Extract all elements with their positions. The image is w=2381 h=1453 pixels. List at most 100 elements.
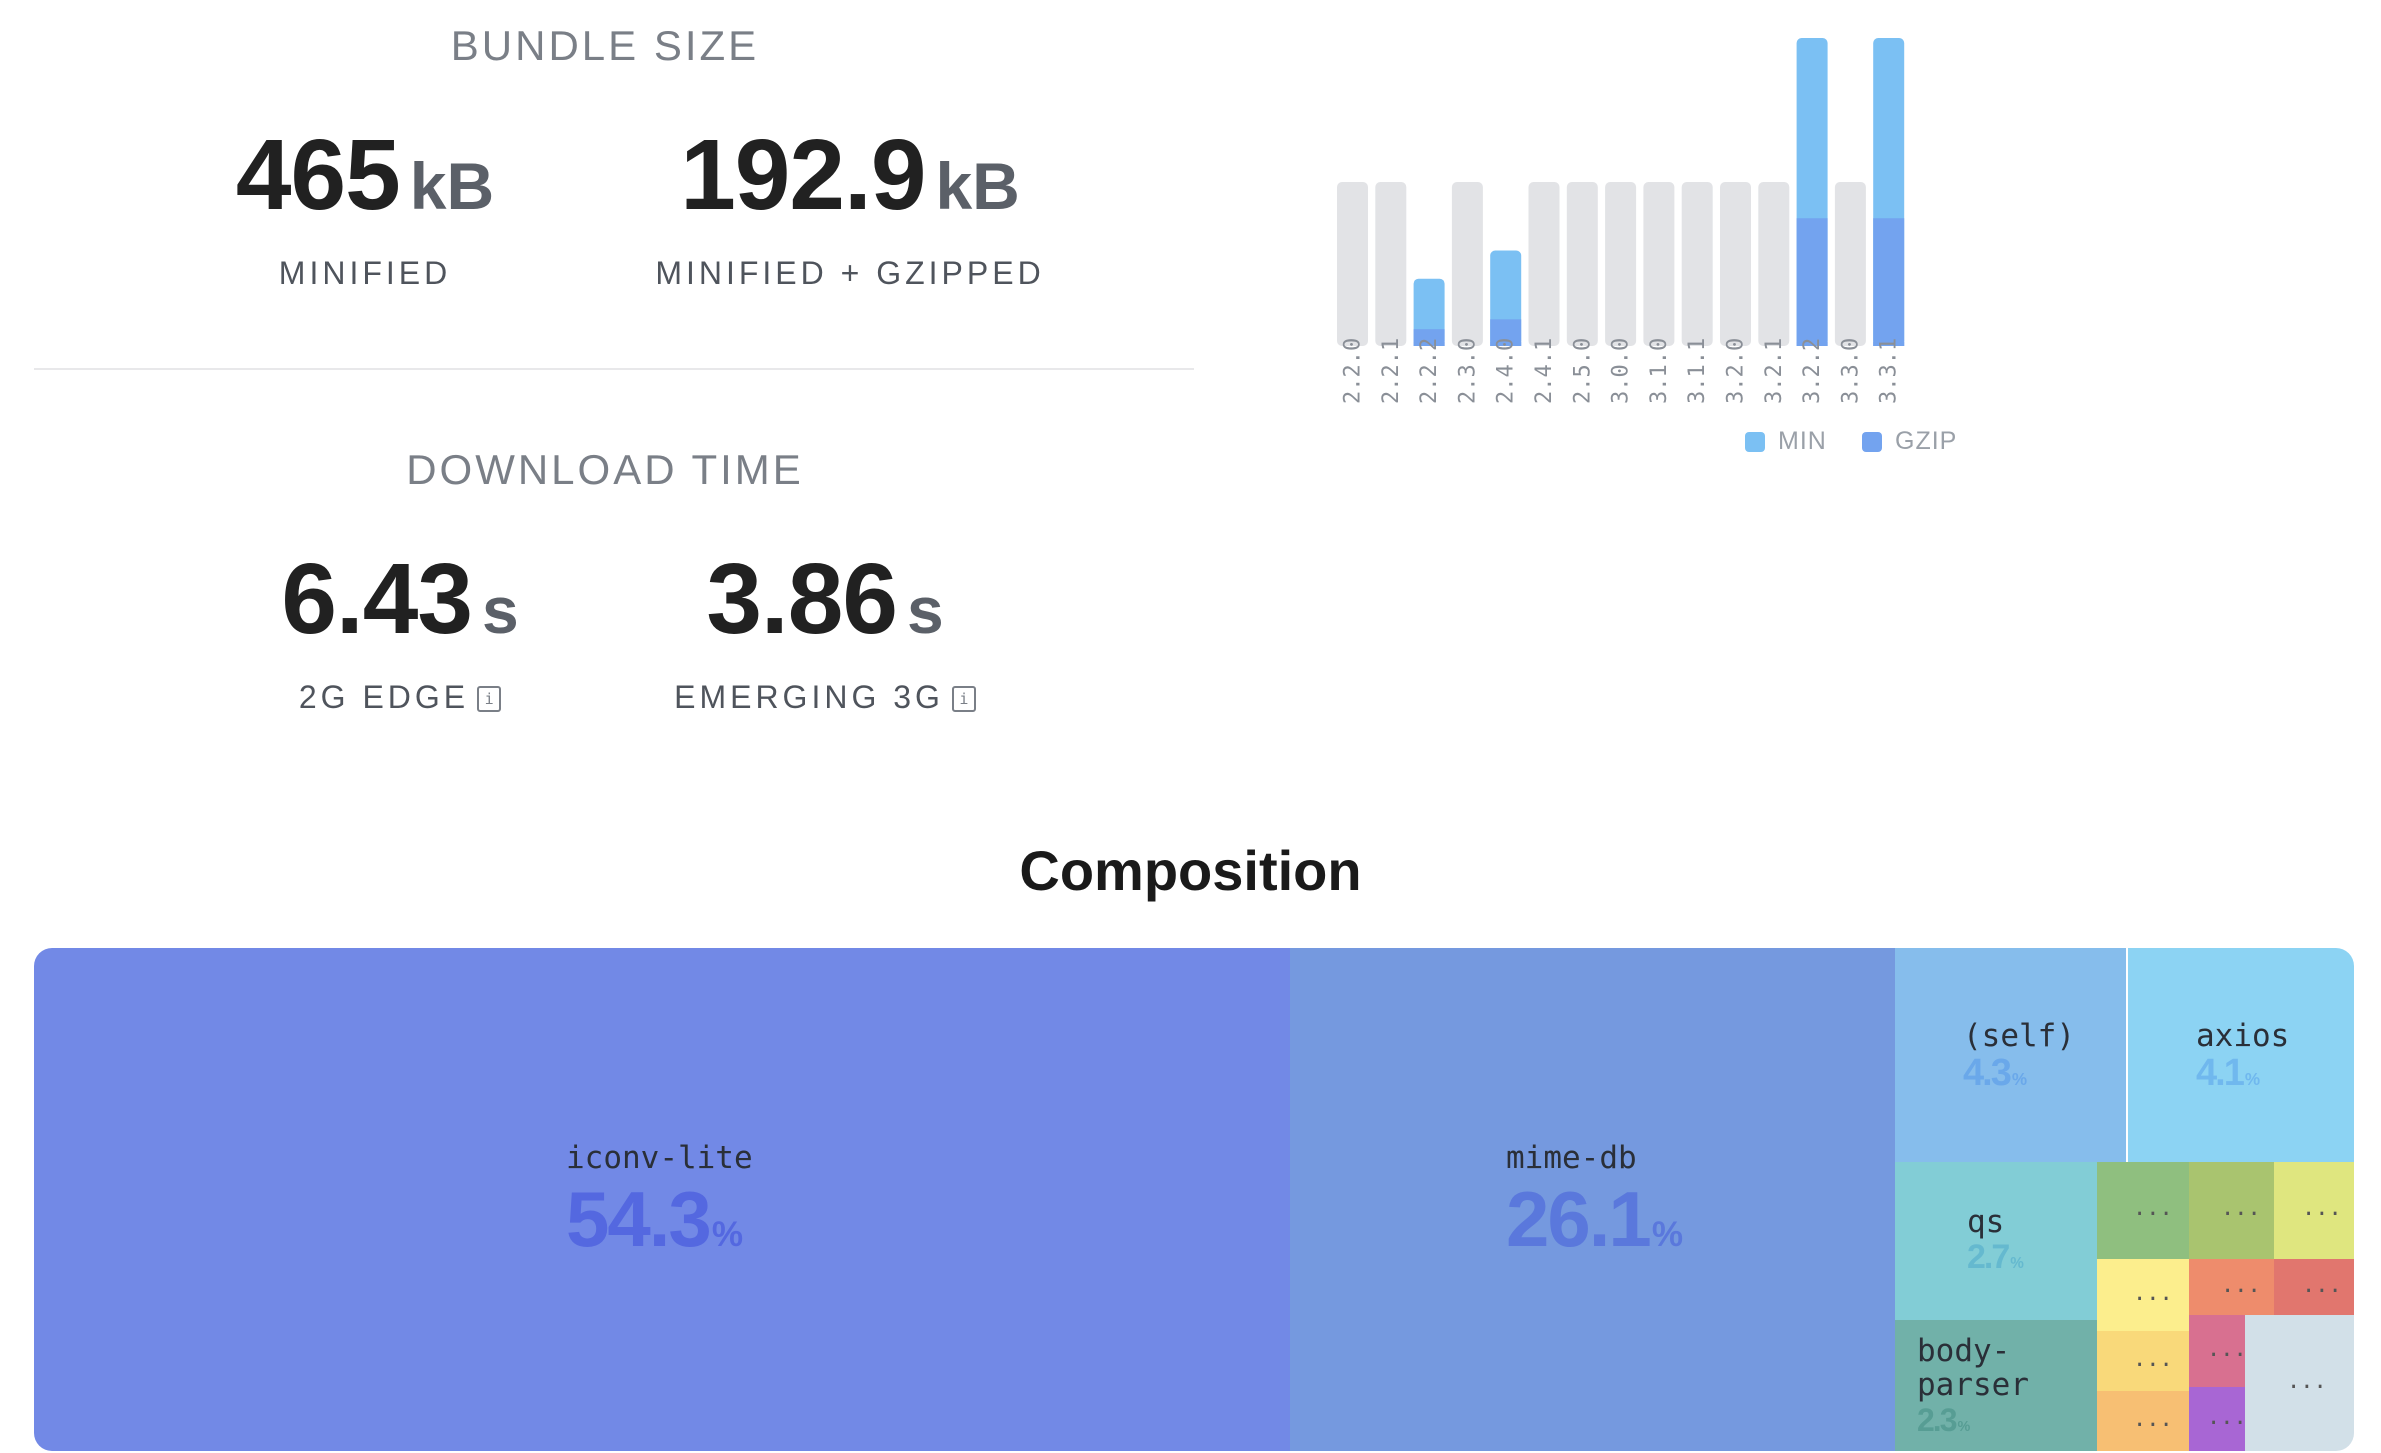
- bar-unavailable: [1643, 182, 1675, 346]
- emerging3g-value: 3.86: [706, 543, 898, 655]
- gzipped-label: MINIFIED + GZIPPED: [655, 255, 1045, 291]
- treemap-cell-body-parser[interactable]: body- parser 2.3%: [1895, 1320, 2097, 1451]
- minified-stat: 465 kB MINIFIED: [200, 118, 530, 292]
- treemap-cell-name: iconv-lite: [566, 1140, 753, 1176]
- composition-title: Composition: [1019, 839, 1362, 902]
- x-tick-label: 3.0.0: [1609, 338, 1634, 404]
- bar-gzip-base: [1873, 342, 1905, 346]
- version-size-chart: 2.2.0 2.2.1 2.2.2 2.3.0 2.4.0 2.4.1 2.5.0 3.0.0…: [1337, 38, 1957, 455]
- treemap-cell-small[interactable]: ...: [2189, 1162, 2274, 1259]
- treemap-cell-ellipsis: ...: [2302, 1273, 2342, 1298]
- composition-treemap: iconv-lite 54.3% mime-db 26.1% (self) 4.…: [34, 948, 2354, 1451]
- info-icon[interactable]: i: [477, 686, 502, 712]
- bar-unavailable: [1605, 182, 1637, 346]
- legend-swatch-gzip: [1862, 432, 1882, 452]
- treemap-cell-ellipsis: ...: [2133, 1196, 2173, 1221]
- treemap-cell-ellipsis: ...: [2133, 1347, 2173, 1372]
- x-tick-label: 3.2.1: [1762, 338, 1787, 404]
- treemap-cell-small[interactable]: ...: [2274, 1259, 2354, 1315]
- treemap-cell-small[interactable]: ...: [2097, 1391, 2189, 1451]
- treemap-cell-self[interactable]: (self) 4.3%: [1895, 948, 2128, 1162]
- treemap-cell-name: qs: [1967, 1204, 2005, 1240]
- treemap-cell-small[interactable]: ...: [2189, 1259, 2274, 1315]
- treemap-cell-ellipsis: ...: [2207, 1337, 2247, 1362]
- treemap-cell-iconv-lite[interactable]: iconv-lite 54.3%: [34, 948, 1290, 1451]
- bar-gzip-base: [1413, 342, 1445, 346]
- x-tick-label: 2.4.0: [1494, 338, 1519, 404]
- treemap-cell-small[interactable]: ...: [2097, 1162, 2189, 1259]
- bar-unavailable: [1834, 182, 1866, 346]
- info-icon[interactable]: i: [951, 686, 976, 712]
- x-tick-label: 3.3.1: [1877, 338, 1902, 404]
- x-tick-label: 2.5.0: [1570, 338, 1595, 404]
- treemap-cell-mime-db[interactable]: mime-db 26.1%: [1290, 948, 1895, 1451]
- bar-gzip-base: [1490, 342, 1522, 346]
- treemap-cell-ellipsis: ...: [2287, 1369, 2327, 1394]
- edge-unit: s: [481, 573, 519, 647]
- treemap-cell-small[interactable]: ...: [2245, 1315, 2354, 1451]
- bundle-size-title: BUNDLE SIZE: [450, 22, 760, 69]
- bar-gzip: [1413, 329, 1445, 346]
- treemap-cell-small[interactable]: ...: [2097, 1259, 2189, 1331]
- edge-value: 6.43: [281, 543, 473, 655]
- edge-label-row: 2G EDGE i: [240, 679, 560, 716]
- treemap-cell-ellipsis: ...: [2221, 1196, 2261, 1221]
- bar-unavailable: [1451, 182, 1483, 346]
- bar-gzip-base: [1796, 342, 1828, 346]
- treemap-cell-name: (self): [1963, 1018, 2075, 1054]
- bar-unavailable: [1566, 182, 1598, 346]
- download-time-title: DOWNLOAD TIME: [406, 446, 804, 493]
- gzipped-value: 192.9: [680, 119, 926, 231]
- edge-stat: 6.43 s 2G EDGE i: [240, 542, 560, 716]
- minified-label: MINIFIED: [278, 255, 452, 291]
- treemap-cell-ellipsis: ...: [2133, 1281, 2173, 1306]
- treemap-cell-percent: 4.3: [1963, 1052, 2012, 1094]
- emerging3g-label: EMERGING 3G: [674, 679, 944, 715]
- bar-gzip: [1490, 319, 1522, 346]
- x-tick-label: 2.2.2: [1417, 338, 1442, 404]
- section-divider: [34, 368, 1194, 370]
- bar-gzip: [1796, 218, 1828, 346]
- treemap-cell-ellipsis: ...: [2133, 1407, 2173, 1432]
- x-tick-label: 2.2.0: [1341, 338, 1366, 404]
- x-tick-label: 3.1.0: [1647, 338, 1672, 404]
- minified-value: 465: [235, 119, 401, 231]
- treemap-cell-ellipsis: ...: [2207, 1405, 2247, 1430]
- treemap-cell-percent: 54.3: [566, 1175, 712, 1263]
- bar-unavailable: [1720, 182, 1751, 346]
- emerging3g-label-row: EMERGING 3G i: [660, 679, 990, 716]
- emerging3g-stat: 3.86 s EMERGING 3G i: [660, 542, 990, 716]
- treemap-cell-small[interactable]: ...: [2189, 1315, 2247, 1387]
- x-tick-label: 3.1.1: [1685, 338, 1710, 404]
- treemap-cell-small[interactable]: ...: [2274, 1162, 2354, 1259]
- treemap-cell-axios[interactable]: axios 4.1%: [2128, 948, 2354, 1162]
- x-tick-label: 3.2.0: [1724, 338, 1749, 404]
- treemap-cell-ellipsis: ...: [2221, 1273, 2261, 1298]
- treemap-cell-ellipsis: ...: [2302, 1196, 2342, 1221]
- treemap-cell-percent: 26.1: [1506, 1175, 1652, 1263]
- x-tick-label: 3.3.0: [1838, 338, 1863, 404]
- bar-unavailable: [1375, 182, 1407, 346]
- treemap-cell-name: body- parser: [1917, 1333, 2029, 1403]
- treemap-cell-name: axios: [2196, 1018, 2290, 1054]
- legend-swatch-min: [1745, 432, 1765, 452]
- edge-label: 2G EDGE: [298, 679, 470, 715]
- treemap-cell-qs[interactable]: qs 2.7%: [1895, 1162, 2097, 1320]
- bar-gzip: [1873, 218, 1905, 346]
- treemap-cell-small[interactable]: ...: [2189, 1387, 2247, 1451]
- x-tick-label: 3.2.2: [1800, 338, 1825, 404]
- legend-label-gzip: GZIP: [1895, 427, 1957, 455]
- gzipped-unit: kB: [935, 149, 1020, 223]
- bar-unavailable: [1528, 182, 1560, 346]
- bar-unavailable: [1681, 182, 1713, 346]
- bar-unavailable: [1337, 182, 1368, 346]
- bar-unavailable: [1758, 182, 1790, 346]
- legend-label-min: MIN: [1778, 427, 1827, 455]
- gzipped-stat: 192.9 kB MINIFIED + GZIPPED: [640, 118, 1060, 292]
- minified-unit: kB: [409, 149, 495, 223]
- treemap-cell-small[interactable]: ...: [2097, 1331, 2189, 1391]
- x-tick-label: 2.4.1: [1532, 338, 1557, 404]
- treemap-cell-percent: 2.7: [1967, 1238, 2010, 1276]
- x-tick-label: 2.2.1: [1379, 338, 1404, 404]
- treemap-cell-name: mime-db: [1506, 1140, 1637, 1176]
